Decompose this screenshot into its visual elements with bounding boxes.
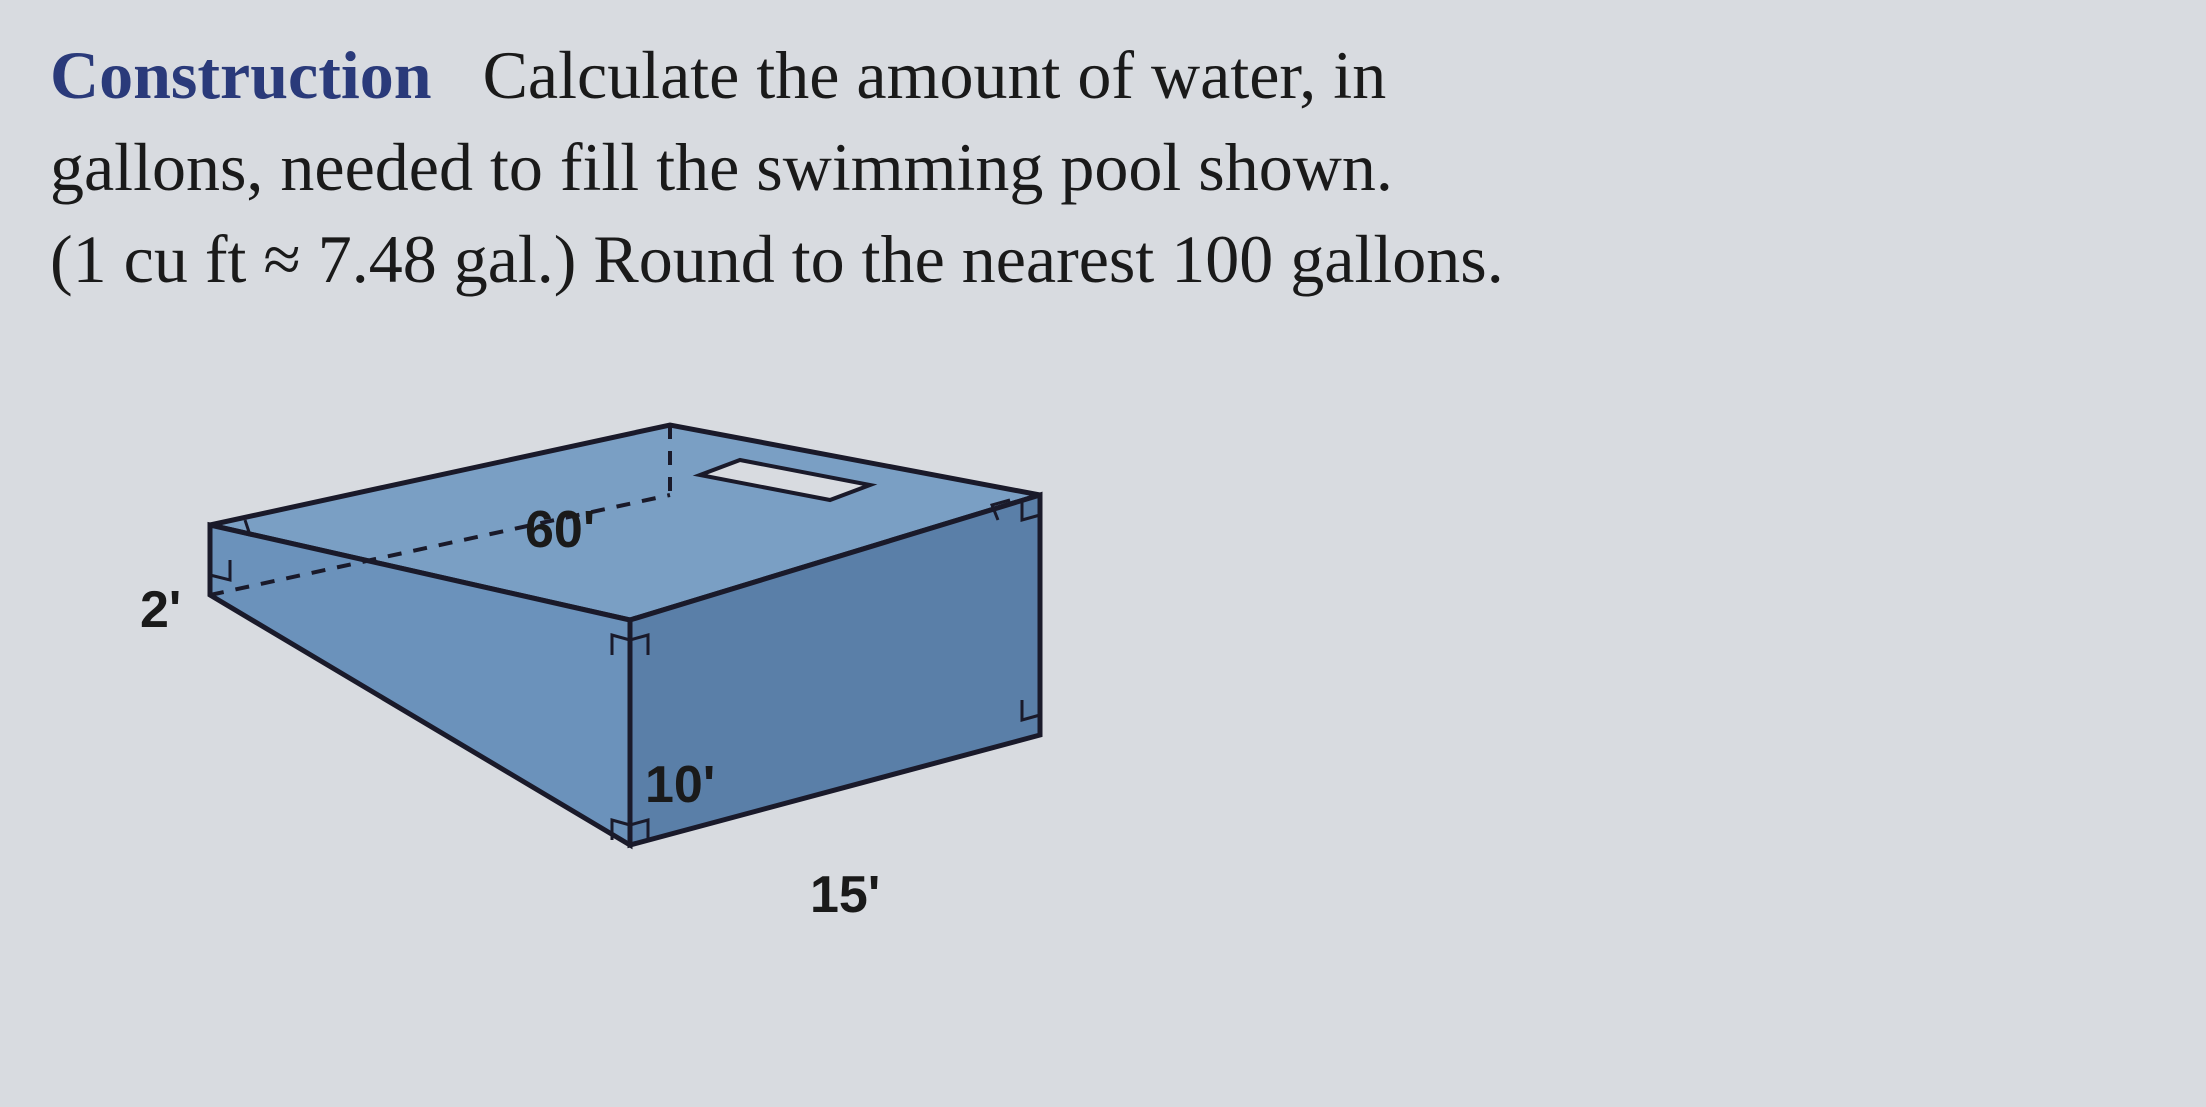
problem-line2: gallons, needed to fill the swimming poo… xyxy=(50,129,1393,205)
pool-svg xyxy=(170,365,1070,965)
approx-symbol: ≈ xyxy=(263,221,300,297)
problem-text: Construction Calculate the amount of wat… xyxy=(50,30,2156,305)
problem-line3-prefix: (1 cu ft xyxy=(50,221,246,297)
problem-line3-suffix: 7.48 gal.) Round to the nearest 100 gall… xyxy=(318,221,1504,297)
problem-category: Construction xyxy=(50,37,432,113)
dimension-width: 15' xyxy=(810,865,880,925)
dimension-length: 60' xyxy=(525,500,595,560)
pool-diagram: 60' 2' 10' 15' xyxy=(170,365,1070,965)
problem-line1: Calculate the amount of water, in xyxy=(483,37,1387,113)
dimension-deep: 10' xyxy=(645,755,715,815)
dimension-shallow: 2' xyxy=(140,580,181,640)
